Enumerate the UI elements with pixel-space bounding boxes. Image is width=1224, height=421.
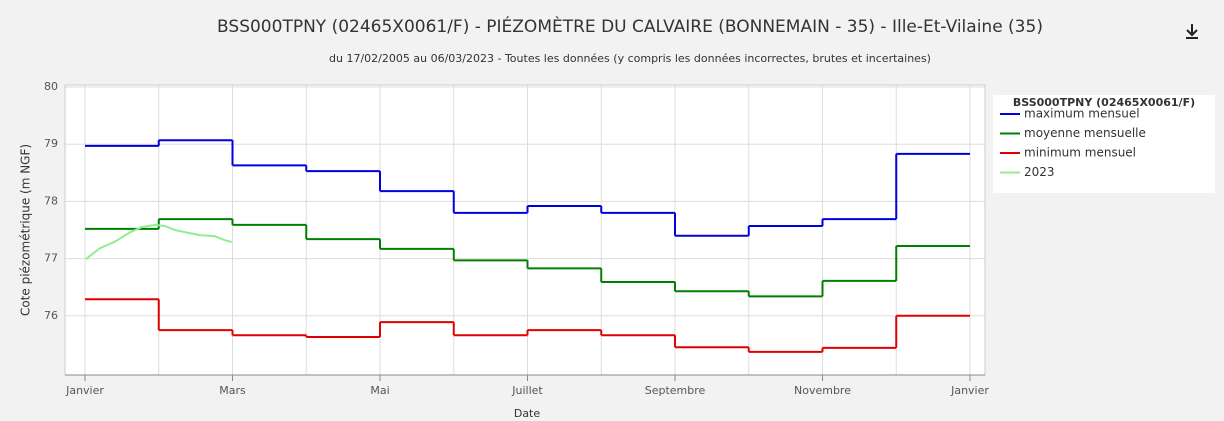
y-tick-label: 80	[44, 80, 58, 93]
legend-title: BSS000TPNY (02465X0061/F)	[1013, 96, 1195, 109]
legend-label: 2023	[1024, 165, 1055, 179]
x-tick-label: Mai	[370, 384, 389, 397]
chart-title: BSS000TPNY (02465X0061/F) - PIÉZOMÈTRE D…	[217, 15, 1043, 37]
y-tick-label: 78	[44, 194, 58, 207]
x-tick-label: Juillet	[511, 384, 543, 397]
x-tick-label: Janvier	[65, 384, 104, 397]
chart-subtitle: du 17/02/2005 au 06/03/2023 - Toutes les…	[329, 52, 931, 65]
legend-label: minimum mensuel	[1024, 146, 1136, 160]
x-tick-label: Novembre	[794, 384, 851, 397]
legend-label: moyenne mensuelle	[1024, 126, 1146, 140]
x-axis-label: Date	[514, 407, 541, 420]
y-axis-label: Cote piézométrique (m NGF)	[19, 144, 33, 316]
x-tick-label: Janvier	[950, 384, 989, 397]
x-tick-label: Septembre	[645, 384, 706, 397]
y-tick-label: 79	[44, 137, 58, 150]
y-tick-label: 76	[44, 309, 58, 322]
download-button[interactable]	[1186, 24, 1198, 39]
series-line	[85, 223, 233, 260]
plot-background	[65, 85, 985, 375]
legend-box	[993, 95, 1215, 193]
legend-label: maximum mensuel	[1024, 107, 1140, 121]
x-tick-label: Mars	[219, 384, 246, 397]
y-tick-label: 77	[44, 252, 58, 265]
